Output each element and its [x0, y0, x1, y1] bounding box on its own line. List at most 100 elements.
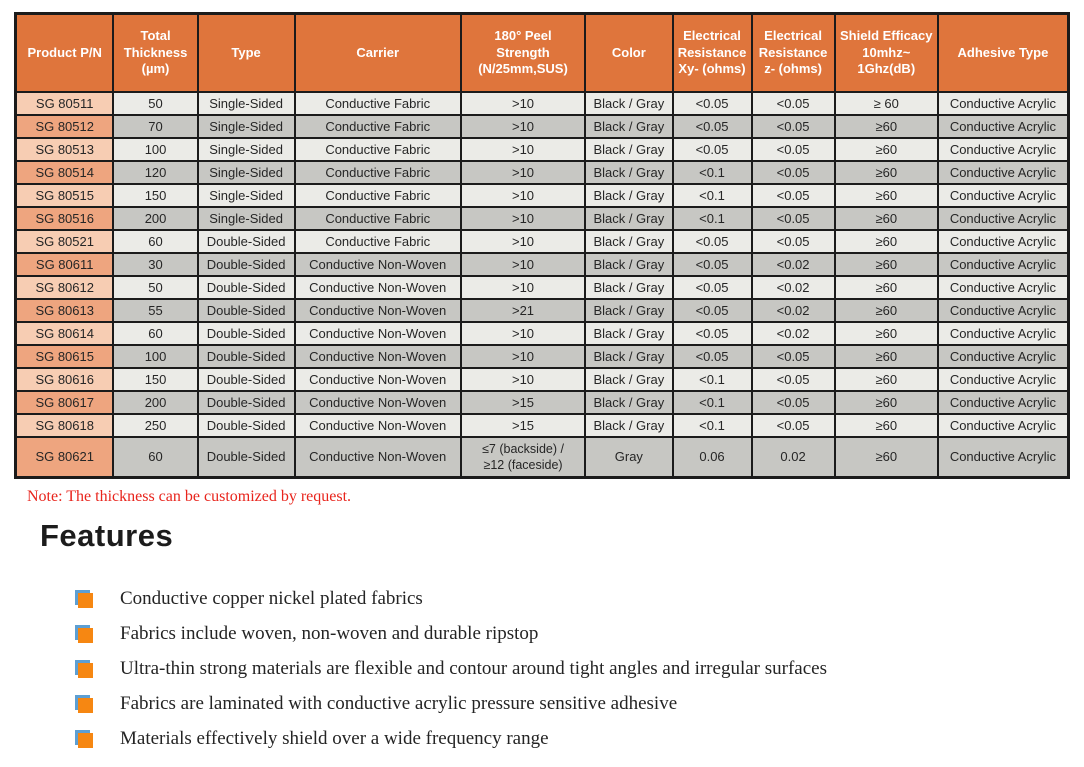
table-cell: Black / Gray — [584, 182, 674, 208]
table-row: SG 80615 100 Double-Sided Conductive Non-Wo… — [14, 343, 1070, 369]
table-cell: Single-Sided — [196, 136, 296, 162]
table-cell: Black / Gray — [584, 228, 674, 254]
column-header: Color — [584, 12, 674, 93]
table-cell: Single-Sided — [196, 205, 296, 231]
column-header: Carrier — [293, 12, 462, 93]
table-cell: Conductive Acrylic — [936, 113, 1070, 139]
feature-text: Materials effectively shield over a wide… — [120, 728, 549, 749]
table-cell: <0.05 — [750, 412, 836, 438]
column-header: Total Thickness (µm) — [112, 12, 199, 93]
table-cell: <0.05 — [750, 90, 836, 116]
table-cell: >10 — [459, 113, 587, 139]
table-cell: Conductive Non-Woven — [293, 297, 462, 323]
table-cell: <0.05 — [750, 182, 836, 208]
table-cell: <0.05 — [671, 90, 753, 116]
table-cell: ≥60 — [833, 389, 939, 415]
table-cell: <0.05 — [750, 343, 836, 369]
table-cell: SG 80615 — [14, 343, 115, 369]
table-cell: <0.1 — [671, 182, 753, 208]
table-cell: Black / Gray — [584, 320, 674, 346]
table-cell: SG 80516 — [14, 205, 115, 231]
table-row: SG 80612 50 Double-Sided Conductive Non-Wov… — [14, 274, 1070, 300]
column-header: 180° Peel Strength (N/25mm,SUS) — [459, 12, 587, 93]
table-cell: SG 80512 — [14, 113, 115, 139]
column-header: Adhesive Type — [936, 12, 1070, 93]
table-cell: ≥60 — [833, 182, 939, 208]
table-cell: Conductive Acrylic — [936, 297, 1070, 323]
table-cell: Conductive Acrylic — [936, 205, 1070, 231]
table-cell: ≥60 — [833, 159, 939, 185]
table-row: SG 80515 150 Single-Sided Conductive Fabric… — [14, 182, 1070, 208]
table-cell: Conductive Fabric — [293, 136, 462, 162]
table-cell: Double-Sided — [196, 343, 296, 369]
table-cell: Conductive Non-Woven — [293, 412, 462, 438]
table-cell: Conductive Non-Woven — [293, 320, 462, 346]
feature-list-item: Materials effectively shield over a wide… — [75, 728, 827, 750]
square-bullet-icon — [75, 694, 94, 714]
table-cell: Conductive Acrylic — [936, 182, 1070, 208]
table-cell: 0.02 — [750, 435, 836, 479]
table-cell: Double-Sided — [196, 251, 296, 277]
features-list: Conductive copper nickel plated fabrics … — [75, 588, 827, 750]
table-cell: <0.05 — [671, 274, 753, 300]
thickness-note: Note: The thickness can be customized by… — [27, 488, 352, 505]
square-bullet-icon — [75, 659, 94, 679]
table-cell: Double-Sided — [196, 297, 296, 323]
table-row: SG 80613 55 Double-Sided Conductive Non-Wov… — [14, 297, 1070, 323]
table-cell: Double-Sided — [196, 389, 296, 415]
table-cell: ≥60 — [833, 320, 939, 346]
table-row: SG 80512 70 Single-Sided Conductive Fabric >… — [14, 113, 1070, 139]
table-cell: <0.05 — [750, 366, 836, 392]
table-row: SG 80614 60 Double-Sided Conductive Non-Wov… — [14, 320, 1070, 346]
table-row: SG 80617 200 Double-Sided Conductive Non-Wo… — [14, 389, 1070, 415]
table-cell: Black / Gray — [584, 159, 674, 185]
table-cell: <0.05 — [671, 320, 753, 346]
table-cell: Conductive Acrylic — [936, 412, 1070, 438]
table-cell: Conductive Fabric — [293, 113, 462, 139]
table-cell: <0.05 — [671, 136, 753, 162]
table-cell: >15 — [459, 389, 587, 415]
table-cell: SG 80521 — [14, 228, 115, 254]
table-cell: SG 80617 — [14, 389, 115, 415]
table-cell: >10 — [459, 228, 587, 254]
table-cell: 120 — [112, 159, 199, 185]
table-cell: <0.05 — [671, 251, 753, 277]
table-cell: Conductive Fabric — [293, 228, 462, 254]
table-row: SG 80511 50 Single-Sided Conductive Fabric >… — [14, 90, 1070, 116]
table-row: SG 80621 60 Double-Sided Conductive Non-Wov… — [14, 435, 1070, 479]
table-cell: ≥60 — [833, 274, 939, 300]
table-cell: Black / Gray — [584, 412, 674, 438]
table-cell: ≥60 — [833, 228, 939, 254]
table-cell: SG 80611 — [14, 251, 115, 277]
table-cell: Conductive Fabric — [293, 182, 462, 208]
column-header: Electrical Resistance Xy- (ohms) — [671, 12, 753, 93]
feature-list-item: Ultra-thin strong materials are flexible… — [75, 658, 827, 680]
table-cell: >10 — [459, 159, 587, 185]
table-row: SG 80616 150 Double-Sided Conductive Non-Wo… — [14, 366, 1070, 392]
table-cell: 250 — [112, 412, 199, 438]
table-cell: Double-Sided — [196, 320, 296, 346]
column-header: Shield Efficacy 10mhz~ 1Ghz(dB) — [833, 12, 939, 93]
table-cell: SG 80612 — [14, 274, 115, 300]
table-cell: Conductive Fabric — [293, 159, 462, 185]
table-cell: Conductive Acrylic — [936, 90, 1070, 116]
table-cell: Double-Sided — [196, 412, 296, 438]
table-cell: Black / Gray — [584, 113, 674, 139]
table-cell: Conductive Fabric — [293, 90, 462, 116]
feature-text: Fabrics are laminated with conductive ac… — [120, 693, 678, 714]
table-cell: Conductive Acrylic — [936, 389, 1070, 415]
column-header: Product P/N — [14, 12, 115, 93]
table-cell: Black / Gray — [584, 136, 674, 162]
table-cell: ≥60 — [833, 412, 939, 438]
table-cell: Double-Sided — [196, 435, 296, 479]
table-cell: SG 80613 — [14, 297, 115, 323]
table-cell: 100 — [112, 343, 199, 369]
table-cell: Conductive Non-Woven — [293, 389, 462, 415]
table-cell: Conductive Acrylic — [936, 320, 1070, 346]
table-row: SG 80513 100 Single-Sided Conductive Fabric… — [14, 136, 1070, 162]
table-cell: >10 — [459, 343, 587, 369]
table-cell: SG 80614 — [14, 320, 115, 346]
table-cell: Gray — [584, 435, 674, 479]
table-cell: 60 — [112, 435, 199, 479]
